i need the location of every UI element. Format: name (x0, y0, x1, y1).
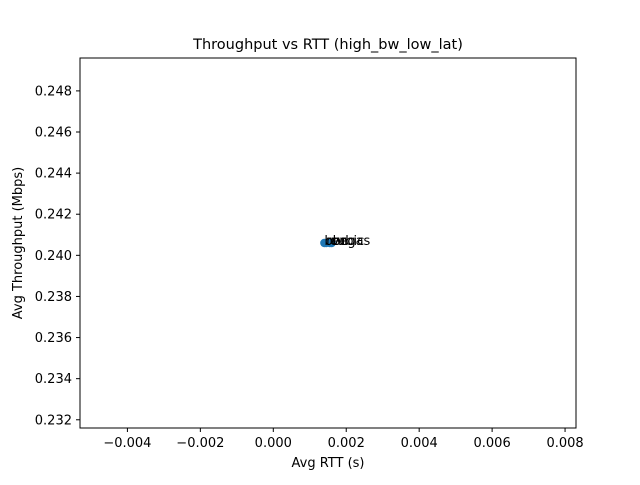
plot-frame (79, 57, 577, 429)
y-tick-label: 0.238 (35, 290, 72, 305)
x-tick-label: 0.008 (546, 436, 583, 451)
point-label-bbr: bbr (324, 234, 347, 249)
points-layer (320, 238, 336, 248)
y-tick-label: 0.234 (35, 372, 72, 387)
y-axis-ticks: 0.232 0.234 0.236 0.238 0.240 0.242 0.244 0.246… (35, 84, 80, 428)
x-axis-ticks: −0.004 −0.002 0.000 0.002 0.004 0.006 0.008 (103, 428, 584, 451)
point-label-vegas: vegas (332, 234, 371, 249)
chart-title: Throughput vs RTT (high_bw_low_lat) (192, 37, 463, 53)
x-tick-label: 0.000 (255, 436, 292, 451)
x-axis-label: Avg RTT (s) (292, 456, 365, 471)
y-tick-label: 0.236 (35, 331, 72, 346)
y-tick-label: 0.240 (35, 249, 72, 264)
data-point-vegas (327, 238, 336, 248)
point-label-reno: reno (326, 234, 355, 249)
x-tick-label: 0.002 (328, 436, 365, 451)
y-tick-label: 0.232 (35, 413, 72, 428)
y-tick-label: 0.248 (35, 84, 72, 99)
x-tick-label: 0.006 (474, 436, 511, 451)
x-tick-label: −0.004 (103, 436, 151, 451)
y-tick-label: 0.242 (35, 208, 72, 223)
y-tick-label: 0.246 (35, 126, 72, 141)
point-label-cubic: cubic (330, 234, 364, 249)
y-axis-label: Avg Throughput (Mbps) (11, 167, 26, 320)
x-tick-label: −0.002 (176, 436, 224, 451)
y-tick-label: 0.244 (35, 167, 72, 182)
x-tick-label: 0.004 (401, 436, 438, 451)
